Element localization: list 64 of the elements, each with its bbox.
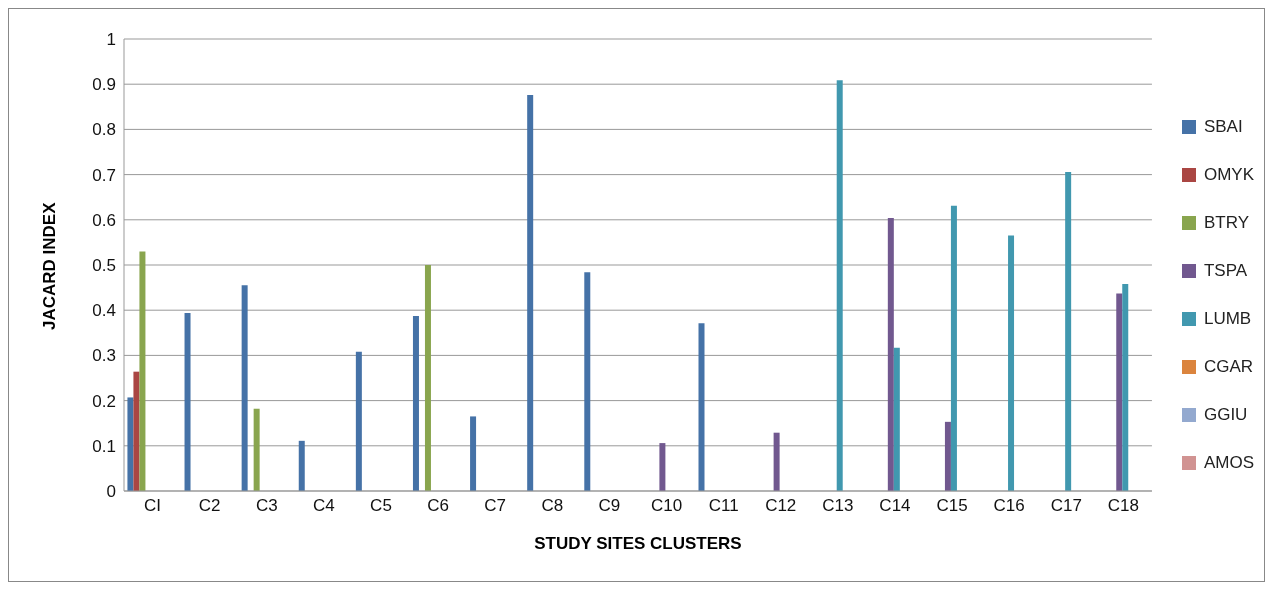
x-tick-label: C4 (313, 496, 335, 516)
y-tick-label: 0.7 (92, 165, 116, 185)
bar (773, 432, 780, 491)
x-tick-label: C5 (370, 496, 392, 516)
x-tick-label: C13 (822, 496, 854, 516)
x-tick-label: C3 (255, 496, 278, 516)
y-tick-label: 0.6 (92, 210, 116, 230)
y-tick-label: 0.9 (92, 75, 116, 95)
y-tick-label: 0.8 (92, 120, 116, 140)
bar (470, 416, 477, 491)
x-tick-label: C6 (427, 496, 449, 516)
x-tick-label: C11 (708, 496, 739, 516)
bar (944, 421, 951, 491)
bar (584, 272, 591, 491)
legend-label: OMYK (1203, 165, 1254, 185)
bar (527, 95, 534, 491)
legend-label: TSPA (1203, 261, 1248, 281)
bar (424, 265, 431, 491)
bar (298, 440, 305, 491)
bar (836, 80, 843, 491)
bar (139, 251, 146, 491)
y-axis-title: JACARD INDEX (40, 201, 60, 330)
legend-label: LUMB (1203, 309, 1252, 329)
legend-label: AMOS (1203, 453, 1254, 473)
y-tick-label: 1 (106, 30, 116, 50)
x-tick-label: C10 (650, 496, 683, 516)
bar (133, 371, 140, 491)
bar (893, 347, 900, 491)
legend-label: SBAI (1203, 117, 1243, 137)
bar (1008, 235, 1015, 491)
bar (241, 285, 248, 491)
bar (184, 312, 191, 491)
bar (698, 323, 705, 491)
x-tick-label: CI (144, 496, 162, 516)
y-tick-label: 0 (106, 482, 116, 502)
legend-label: CGAR (1203, 357, 1254, 377)
bar (1122, 283, 1129, 491)
bar (253, 408, 260, 491)
bar (355, 351, 362, 491)
x-tick-label: C16 (993, 496, 1025, 516)
x-tick-label: C7 (484, 496, 507, 516)
bar (950, 205, 957, 491)
bar (659, 443, 666, 491)
x-tick-label: C18 (1107, 496, 1139, 516)
x-tick-label: C17 (1050, 496, 1082, 516)
x-tick-label: C14 (879, 496, 911, 516)
y-tick-label: 0.2 (92, 391, 116, 411)
bar (412, 316, 419, 491)
x-tick-label: C8 (541, 496, 564, 516)
y-tick-label: 0.4 (92, 301, 116, 321)
y-tick-label: 0.1 (92, 436, 116, 456)
x-tick-label: C9 (598, 496, 621, 516)
y-tick-label: 0.3 (92, 346, 116, 366)
x-tick-label: C2 (198, 496, 221, 516)
bar (1065, 171, 1072, 491)
bar (127, 397, 134, 491)
legend-label: BTRY (1203, 213, 1249, 233)
x-tick-label: C12 (765, 496, 797, 516)
x-tick-label: C15 (936, 496, 968, 516)
x-axis-title: STUDY SITES CLUSTERS (534, 534, 742, 553)
y-tick-label: 0.5 (92, 256, 116, 276)
bar (887, 217, 894, 491)
legend-label: GGIU (1203, 405, 1248, 425)
bar (1116, 293, 1123, 491)
